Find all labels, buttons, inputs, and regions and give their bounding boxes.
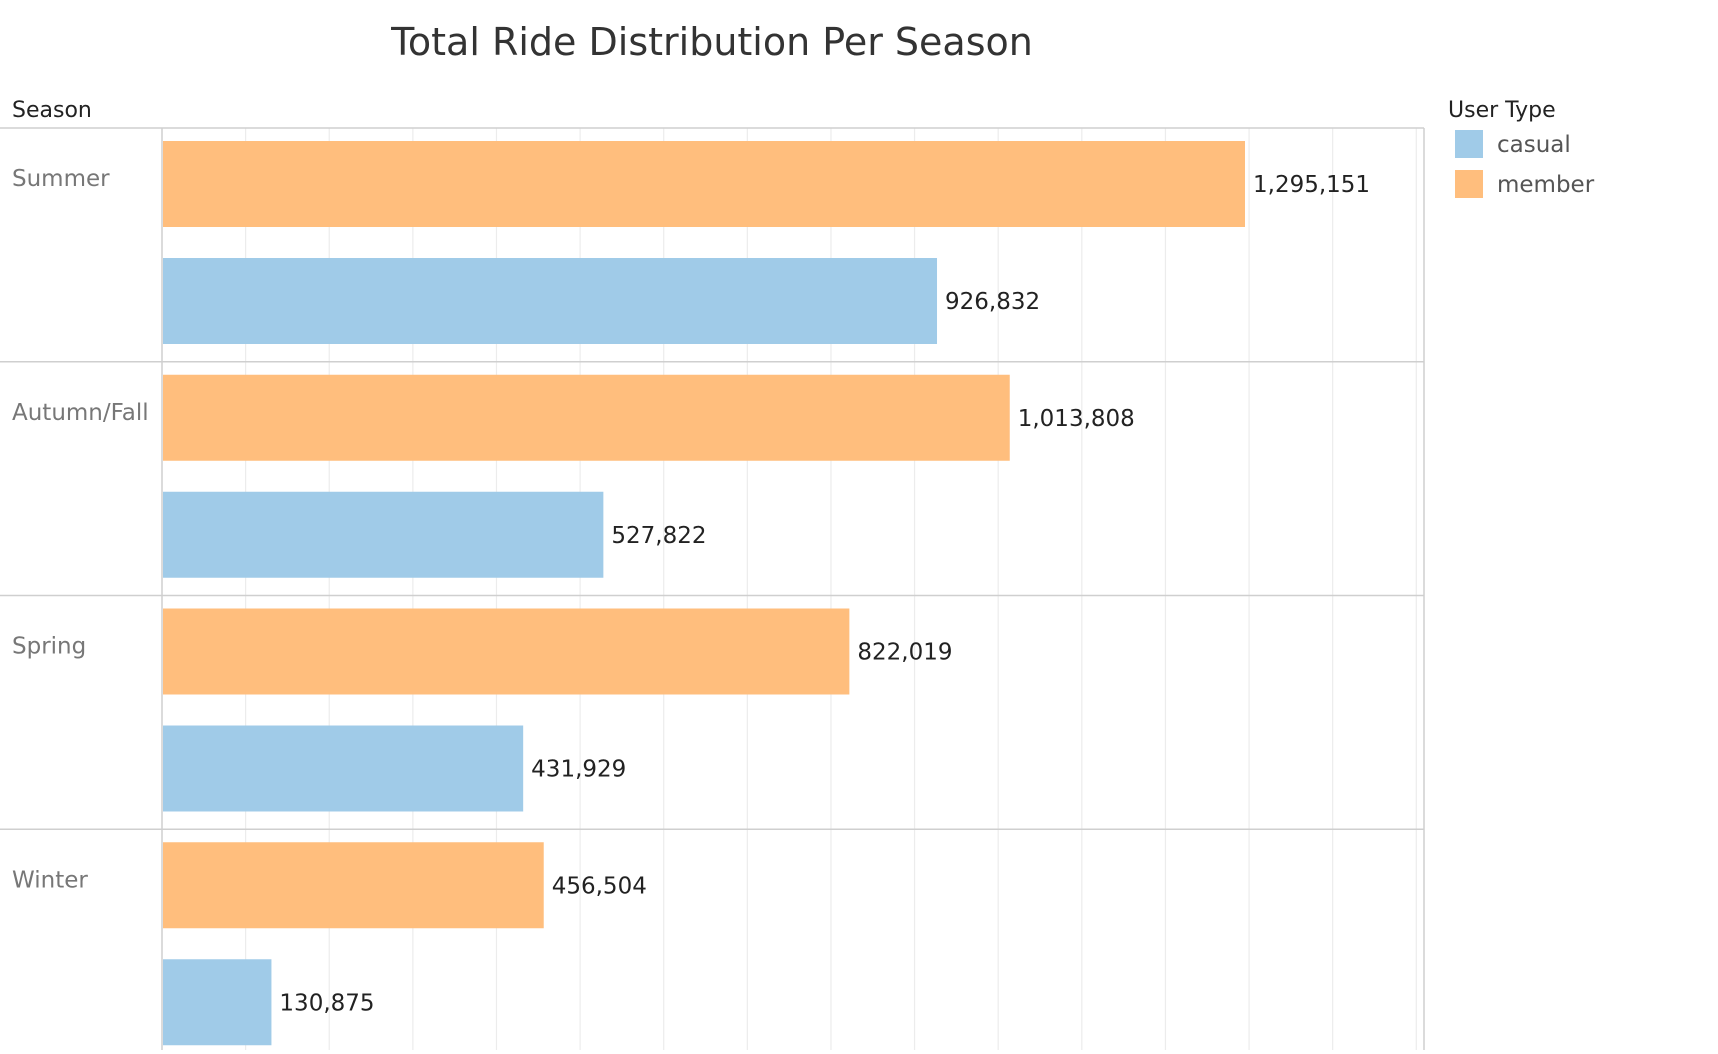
bar-member [163,374,1010,461]
bar-casual [163,491,604,578]
data-label-casual: 926,832 [945,289,1040,315]
data-label-casual: 431,929 [531,757,626,783]
category-labels: Summer Autumn/Fall Spring Winter [12,166,149,893]
legend-label-member: member [1497,172,1595,198]
legend-label-casual: casual [1497,132,1571,158]
category-label: Summer [12,166,110,192]
data-label-member: 1,013,808 [1018,406,1135,432]
bar-casual [163,959,272,1046]
legend: User Type casual member [1448,98,1595,198]
data-label-member: 822,019 [857,640,952,666]
bar-member [163,608,850,695]
legend-swatch-casual [1455,130,1483,158]
category-label: Spring [12,634,86,660]
bar-casual [163,258,938,344]
category-label: Autumn/Fall [12,400,149,426]
data-label-member: 1,295,151 [1253,172,1370,198]
chart-frame [0,127,1425,1054]
bar-member [163,141,1245,227]
data-label-member: 456,504 [552,873,647,899]
bar-casual [163,725,524,812]
category-label: Winter [12,867,88,893]
data-labels: 1,295,151 926,832 1,013,808 527,822 822,019 4… [279,172,1370,1016]
legend-title: User Type [1448,98,1556,123]
data-label-casual: 130,875 [279,990,374,1016]
bar-member [163,842,544,929]
legend-swatch-member [1455,170,1483,198]
data-label-casual: 527,822 [611,523,706,549]
chart-title: Total Ride Distribution Per Season [390,20,1033,64]
bars [163,141,1245,1046]
row-header-season: Season [12,98,92,123]
